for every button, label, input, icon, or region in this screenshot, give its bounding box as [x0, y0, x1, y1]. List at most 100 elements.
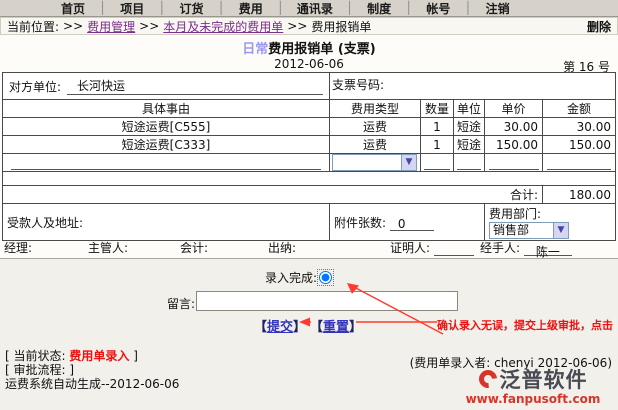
- new-qty-input[interactable]: [424, 156, 450, 170]
- breadcrumb-current: 费用报销单: [311, 19, 372, 34]
- entry-complete-group: 录入完成:: [265, 269, 335, 286]
- sig-handler-text: 经手人:: [480, 241, 521, 255]
- page-title: 日常费用报销单 (支票): [0, 38, 618, 57]
- sig-manager-label: 经理:: [4, 241, 33, 255]
- expense-table: 对方单位: 长河快运 支票号码: 具体事由 费用类型 数量 单位 单价 金额 短…: [1, 72, 617, 241]
- new-type-cell: ▼: [329, 153, 421, 172]
- breadcrumb-sep: >>: [63, 19, 84, 33]
- expense-type-value: [333, 155, 401, 170]
- nav-expense[interactable]: 费用: [238, 1, 263, 16]
- breadcrumb-sep: >>: [139, 19, 160, 33]
- department-label: 费用部门:: [489, 207, 542, 221]
- row2-amount: 150.00: [541, 135, 617, 154]
- vendor-watermark: 泛普软件 www.fanpusoft.com: [458, 364, 608, 406]
- vendor-logo-icon: [474, 366, 501, 392]
- nav-separator: │: [99, 1, 107, 15]
- new-amount-cell: [541, 153, 617, 172]
- nav-project[interactable]: 项目: [120, 1, 145, 16]
- section-divider: [0, 258, 618, 259]
- current-status-line: [ 当前状态: 费用单录入 ]: [5, 349, 179, 363]
- row1-price: 30.00: [484, 117, 543, 136]
- title-main: 费用报销单 (支票): [268, 42, 376, 57]
- col-header-unit: 单位: [453, 99, 485, 118]
- col-header-price: 单价: [484, 99, 543, 118]
- spacer-row: [1, 171, 617, 186]
- new-unit-input[interactable]: [457, 156, 481, 170]
- nav-separator: │: [276, 1, 284, 15]
- row1-amount: 30.00: [541, 117, 617, 136]
- nav-logout[interactable]: 注销: [485, 1, 510, 16]
- chevron-down-icon: ▼: [553, 223, 568, 238]
- submit-label: 提交: [267, 320, 294, 335]
- message-input[interactable]: [196, 291, 458, 311]
- row1-qty: 1: [420, 117, 454, 136]
- bottom-panel: [0, 259, 618, 410]
- department-select[interactable]: 销售部 ▼: [489, 222, 569, 239]
- payee-cell: 受款人及地址:: [2, 203, 330, 241]
- bracket: 【: [310, 320, 324, 335]
- nav-account[interactable]: 帐号: [426, 1, 451, 16]
- chevron-down-icon: ▼: [401, 155, 416, 170]
- nav-home[interactable]: 首页: [60, 1, 85, 16]
- check-number-label: 支票号码:: [332, 78, 385, 92]
- vendor-url: www.fanpusoft.com: [465, 392, 601, 406]
- attachments-label: 附件张数:: [334, 215, 387, 230]
- breadcrumb-link-expense-mgmt[interactable]: 费用管理: [87, 19, 136, 34]
- col-header-qty: 数量: [420, 99, 454, 118]
- nav-order[interactable]: 订货: [179, 1, 204, 16]
- col-header-amount: 金额: [541, 99, 617, 118]
- row1-reason: 短途运费[C555]: [2, 117, 330, 136]
- new-price-cell: [484, 153, 543, 172]
- nav-separator: │: [158, 1, 166, 15]
- nav-contacts[interactable]: 通讯录: [296, 1, 333, 16]
- attachments-cell: 附件张数: 0: [329, 203, 485, 241]
- bracket: 】: [293, 320, 307, 335]
- sig-witness-value: [433, 243, 474, 256]
- entry-complete-label: 录入完成:: [265, 271, 318, 285]
- message-label: 留言:: [167, 297, 196, 311]
- bracket: 】: [349, 320, 363, 335]
- status-label: [ 当前状态:: [5, 349, 66, 363]
- signature-row: 经理: 主管人: 会计: 出纳: 证明人: 经手人: 陈一: [0, 239, 618, 259]
- document-date: 2012-06-06: [274, 57, 344, 71]
- document-number: 第 16 号: [563, 60, 610, 74]
- breadcrumb-label: 当前位置:: [7, 19, 60, 34]
- delete-button[interactable]: 删除: [586, 19, 611, 34]
- new-price-input[interactable]: [488, 156, 539, 170]
- reset-label: 重置: [323, 320, 350, 335]
- sig-witness-text: 证明人:: [390, 241, 431, 255]
- col-header-type: 费用类型: [329, 99, 421, 118]
- row1-unit: 短途: [453, 117, 485, 136]
- total-amount: 180.00: [541, 185, 617, 204]
- row2-reason: 短途运费[C333]: [2, 135, 330, 154]
- entry-complete-radio[interactable]: [317, 269, 335, 286]
- counterparty-label: 对方单位:: [9, 79, 62, 94]
- nav-separator: │: [217, 1, 225, 15]
- nav-policy[interactable]: 制度: [367, 1, 392, 16]
- sig-handler-label: 经手人: 陈一: [480, 239, 572, 259]
- counterparty-cell: 对方单位: 长河快运: [2, 72, 330, 100]
- breadcrumb-link-month-bills[interactable]: 本月及未完成的费用单: [163, 19, 284, 34]
- new-reason-input[interactable]: [11, 156, 321, 170]
- new-amount-input[interactable]: [547, 156, 611, 170]
- nav-separator: │: [464, 1, 472, 15]
- reset-button[interactable]: 【重置】: [310, 316, 362, 335]
- submit-button[interactable]: 【提交】: [254, 316, 306, 335]
- status-close: ]: [133, 349, 138, 363]
- approval-flow-line: [ 审批流程: ]: [5, 363, 75, 377]
- col-header-reason: 具体事由: [2, 99, 330, 118]
- attachments-input[interactable]: 0: [389, 217, 434, 231]
- vendor-logo-text: 泛普软件: [499, 368, 588, 392]
- counterparty-value[interactable]: 长河快运: [67, 77, 323, 95]
- total-label: 合计:: [2, 185, 543, 204]
- sig-cashier-label: 出纳:: [268, 241, 297, 255]
- sig-handler-value: 陈一: [523, 243, 572, 259]
- department-cell: 费用部门: 销售部 ▼: [483, 203, 617, 241]
- payee-label: 受款人及地址:: [7, 215, 84, 230]
- expense-type-select[interactable]: ▼: [332, 154, 417, 171]
- title-type-label: 日常: [242, 42, 269, 57]
- auto-generated-note: 运费系统自动生成--2012-06-06: [5, 377, 180, 391]
- table-row: 短途运费[C333] 运费 1 短途 150.00 150.00: [2, 135, 617, 154]
- breadcrumb-sep: >>: [287, 19, 308, 33]
